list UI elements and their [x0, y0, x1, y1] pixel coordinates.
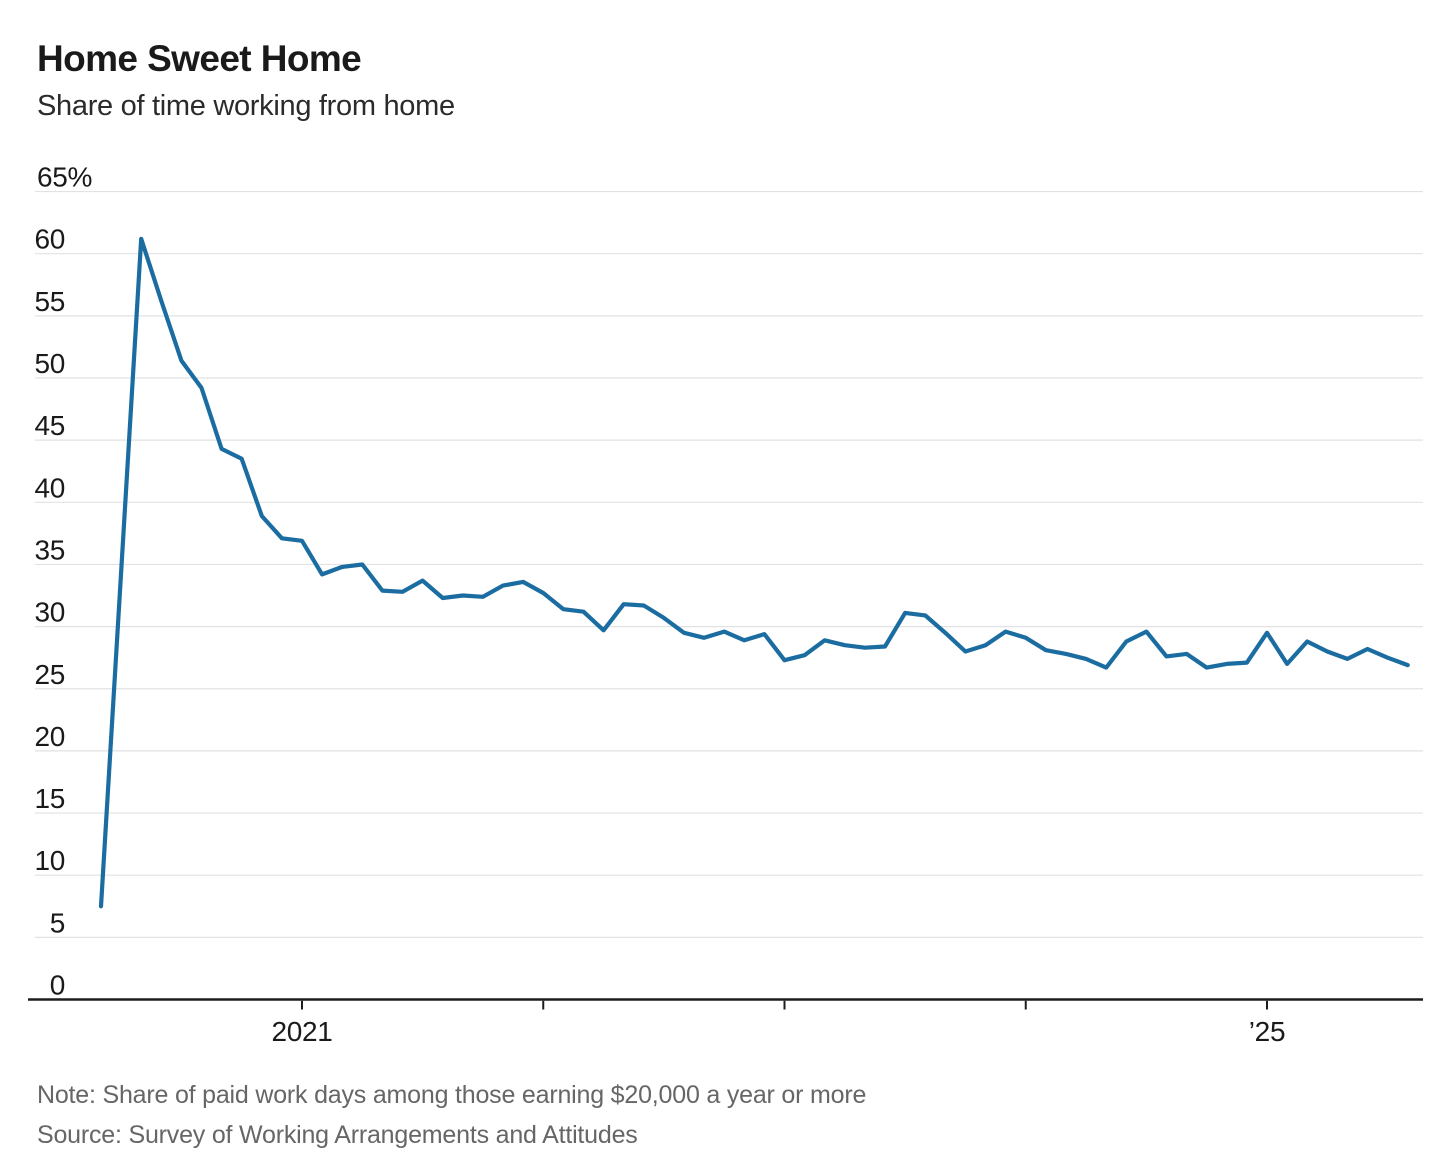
y-axis-label: 50	[34, 348, 65, 379]
chart-source: Source: Survey of Working Arrangements a…	[37, 1121, 638, 1149]
y-axis-label: 45	[34, 410, 65, 441]
y-axis-label: 10	[34, 845, 65, 876]
chart-note: Note: Share of paid work days among thos…	[37, 1081, 867, 1109]
y-axis-label: 60	[34, 224, 65, 255]
y-axis-label: 25	[34, 659, 65, 690]
y-axis-label: 65%	[37, 162, 92, 193]
x-axis-label: 2021	[271, 1016, 332, 1047]
data-line-share-of-time-wfh	[98, 236, 1410, 909]
y-axis-label: 40	[34, 472, 65, 503]
y-axis-label: 20	[34, 721, 65, 752]
chart-title: Home Sweet Home	[37, 38, 362, 79]
y-axis-label: 35	[34, 534, 65, 565]
y-axis-label: 5	[50, 907, 65, 938]
x-axis-label: ’25	[1249, 1016, 1285, 1047]
y-axis-label: 15	[34, 783, 65, 814]
y-axis-label: 30	[34, 597, 65, 628]
y-axis-label: 0	[50, 970, 65, 1001]
chart-subtitle: Share of time working from home	[37, 90, 455, 122]
y-axis-label: 55	[34, 286, 65, 317]
